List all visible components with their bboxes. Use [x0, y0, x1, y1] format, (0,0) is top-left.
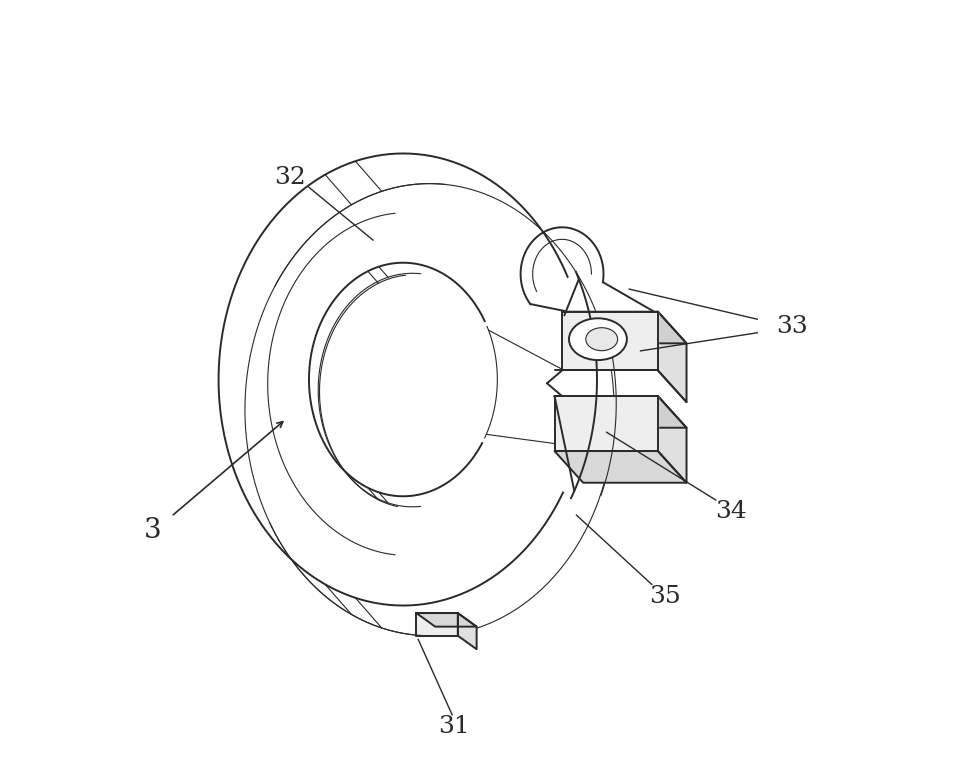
- Polygon shape: [457, 613, 477, 649]
- Polygon shape: [416, 613, 477, 627]
- Text: 3: 3: [145, 517, 162, 543]
- Polygon shape: [554, 396, 657, 451]
- Polygon shape: [657, 312, 686, 402]
- Text: 34: 34: [715, 500, 746, 523]
- Text: 33: 33: [776, 315, 808, 339]
- Text: 32: 32: [275, 166, 306, 189]
- Ellipse shape: [586, 328, 617, 351]
- Polygon shape: [562, 312, 657, 370]
- Polygon shape: [416, 613, 457, 636]
- Polygon shape: [562, 312, 686, 343]
- Text: 35: 35: [650, 585, 681, 608]
- Text: 31: 31: [437, 714, 470, 738]
- Polygon shape: [554, 451, 686, 483]
- Ellipse shape: [569, 318, 627, 360]
- Polygon shape: [657, 396, 686, 483]
- Polygon shape: [554, 396, 686, 428]
